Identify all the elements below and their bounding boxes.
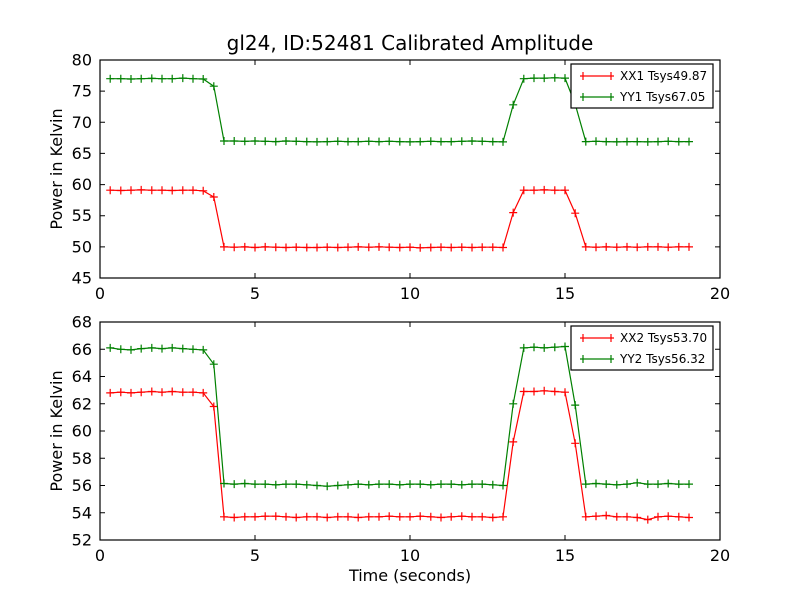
figure-title: gl24, ID:52481 Calibrated Amplitude <box>226 31 594 55</box>
y-tick-label: 68 <box>72 313 92 332</box>
x-tick-label: 15 <box>555 284 575 303</box>
y-axis-label: Power in Kelvin <box>47 108 66 229</box>
y-tick-label: 56 <box>72 476 92 495</box>
series-line-xx1 <box>110 189 689 249</box>
y-tick-label: 75 <box>72 82 92 101</box>
y-tick-label: 60 <box>72 422 92 441</box>
x-tick-label: 5 <box>250 284 260 303</box>
legend-key-xx2 <box>580 334 614 342</box>
legend-label-xx2: XX2 Tsys53.70 <box>620 331 707 345</box>
legend-label-yy2: YY2 Tsys56.32 <box>619 352 705 366</box>
x-tick-label: 15 <box>555 546 575 565</box>
legend-box <box>570 63 714 109</box>
legend-key-xx1 <box>580 72 614 80</box>
legend-key-yy2 <box>580 355 614 363</box>
y-tick-label: 80 <box>72 51 92 70</box>
subplot-2: 0 5 10 15 20 52 54 56 58 60 62 64 66 68 Power in Kelvi… <box>47 313 730 586</box>
y-tick-label: 54 <box>72 503 92 522</box>
y-tick-label: 64 <box>72 367 92 386</box>
legend: XX1 Tsys49.87 YY1 Tsys67.05 <box>570 63 714 109</box>
legend-label-xx1: XX1 Tsys49.87 <box>620 69 707 83</box>
x-tick-label: 20 <box>710 546 730 565</box>
x-axis-label: Time (seconds) <box>348 566 471 585</box>
legend-box <box>570 325 714 371</box>
y-tick-label: 60 <box>72 175 92 194</box>
x-tick-label: 0 <box>95 284 105 303</box>
series-markers-xx2 <box>106 386 693 524</box>
series-markers-xx1 <box>106 185 693 252</box>
y-tick-label: 65 <box>72 144 92 163</box>
x-tick-label: 10 <box>400 546 420 565</box>
legend-key-yy1 <box>580 93 614 101</box>
series-line-xx2 <box>110 390 690 521</box>
series-markers-yy2 <box>106 342 693 491</box>
y-tick-label: 55 <box>72 206 92 225</box>
y-axis-label: Power in Kelvin <box>47 370 66 491</box>
series-markers-yy1 <box>106 73 693 146</box>
y-tick-label: 45 <box>72 269 92 288</box>
legend-label-yy1: YY1 Tsys67.05 <box>619 90 705 104</box>
x-tick-label: 5 <box>250 546 260 565</box>
y-tick-label: 70 <box>72 113 92 132</box>
x-tick-label: 0 <box>95 546 105 565</box>
y-tick-label: 62 <box>72 394 92 413</box>
axes-frame <box>99 321 721 541</box>
y-tick-label: 50 <box>72 237 92 256</box>
y-tick-label: 52 <box>72 531 92 550</box>
legend: XX2 Tsys53.70 YY2 Tsys56.32 <box>570 325 714 371</box>
y-tick-label: 66 <box>72 340 92 359</box>
y-tick-label: 58 <box>72 449 92 468</box>
x-tick-label: 10 <box>400 284 420 303</box>
subplot-1: 0 5 10 15 20 45 50 55 60 65 70 75 80 Power in Kelvin X… <box>47 51 730 304</box>
axes-frame <box>99 59 721 279</box>
x-tick-label: 20 <box>710 284 730 303</box>
